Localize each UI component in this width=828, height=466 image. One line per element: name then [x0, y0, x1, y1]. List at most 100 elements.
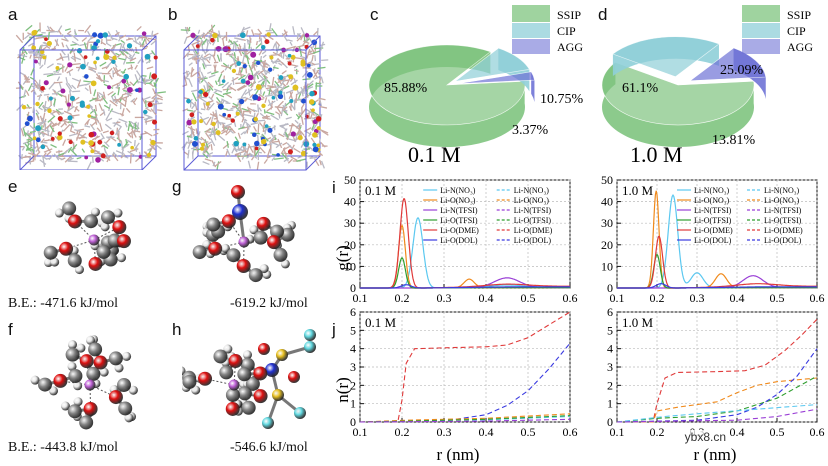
ion-atom [112, 55, 117, 60]
panel-letter-f: f [8, 320, 13, 339]
ion-atom [312, 142, 317, 147]
solvent-molecule [242, 111, 245, 117]
solvent-molecule [272, 66, 279, 70]
ion-atom [150, 139, 156, 146]
solvent-molecule [275, 142, 283, 149]
solvent-molecule [195, 58, 198, 65]
oxygen-atom [59, 241, 74, 256]
solvent-molecule [262, 67, 267, 75]
solvent-molecule [136, 25, 142, 32]
solvent-molecule [53, 81, 63, 84]
solvent-molecule [107, 67, 113, 74]
pie-slice-ssip [368, 44, 526, 126]
ion-atom [287, 53, 292, 58]
solvent-molecule [263, 127, 270, 133]
solvent-molecule [258, 122, 264, 128]
solvent-molecule [226, 88, 229, 93]
solvent-molecule [143, 113, 153, 119]
y-tick-label: 4 [350, 342, 356, 356]
solvent-molecule [208, 53, 214, 57]
pie-label-agg: 13.81% [712, 133, 756, 148]
solvent-molecule [272, 43, 276, 49]
solvent-molecule [201, 38, 208, 46]
solvent-molecule [88, 85, 92, 95]
solvent-molecule [103, 141, 110, 148]
solvent-molecule [312, 68, 318, 79]
solvent-molecule [240, 108, 244, 118]
ion-atom [316, 126, 321, 131]
ion-atom [95, 157, 101, 163]
solvent-molecule [72, 48, 77, 53]
ion-atom [60, 88, 66, 94]
solvent-molecule [243, 129, 248, 135]
solvent-molecule [191, 40, 201, 46]
solvent-molecule [240, 67, 244, 73]
solvent-molecule [265, 86, 275, 90]
x-tick-label: 0.4 [730, 291, 745, 305]
cn-series-li-otfsi [616, 375, 818, 423]
solvent-molecule [22, 76, 30, 85]
solvent-molecule [21, 146, 26, 151]
sulfur-atom [276, 349, 288, 361]
solvent-molecule [257, 69, 265, 76]
solvent-molecule [198, 54, 204, 63]
cn-series-li-ntfsi [359, 418, 571, 423]
box-edge [141, 35, 157, 51]
solvent-molecule [311, 62, 316, 66]
solvent-molecule [215, 92, 225, 98]
ion-atom [79, 100, 85, 106]
solvent-molecule [294, 119, 299, 124]
solvent-molecule [67, 53, 70, 61]
solvent-molecule [151, 50, 156, 56]
solvent-molecule [264, 33, 274, 41]
solvent-molecule [270, 114, 279, 121]
solvent-molecule [232, 77, 235, 85]
solvent-molecule [88, 103, 94, 109]
molecule-li-solvent [30, 334, 138, 430]
solvent-molecule [193, 50, 198, 57]
solvent-molecule [98, 103, 104, 112]
solvent-molecule [41, 128, 50, 133]
x-tick-label: 0.5 [770, 425, 785, 439]
solvent-molecule [107, 90, 114, 96]
solvent-molecule [131, 100, 136, 106]
solvent-molecule [43, 148, 53, 153]
solvent-molecule [318, 98, 323, 107]
ion-atom [255, 84, 262, 91]
hydrogen-atom [223, 344, 233, 354]
y-tick-label: 30 [344, 216, 356, 230]
hydrogen-atom [73, 397, 83, 407]
solvent-molecule [81, 148, 86, 153]
solvent-molecule [94, 114, 98, 121]
ion-atom [107, 85, 112, 90]
ion-atom [40, 85, 45, 91]
solvent-molecule [300, 27, 306, 36]
solvent-molecule [280, 107, 284, 117]
solvent-molecule [78, 52, 86, 61]
legend-swatch-ssip [742, 5, 780, 22]
solvent-molecule [200, 71, 205, 80]
solvent-molecule [73, 36, 79, 42]
solvent-molecule [208, 132, 216, 137]
solvent-molecule [132, 39, 142, 47]
solvent-molecule [81, 36, 88, 42]
solvent-molecule [205, 116, 212, 126]
ion-atom [290, 131, 296, 137]
solvent-molecule [131, 128, 137, 138]
box-edge [19, 155, 35, 170]
ion-atom [271, 95, 276, 100]
solvent-molecule [120, 71, 126, 74]
solvent-molecule [51, 122, 58, 127]
cn-series-li-ono3 [359, 413, 571, 423]
solvent-molecule [30, 88, 35, 93]
ion-atom [86, 104, 91, 109]
solvent-molecule [143, 96, 151, 100]
solvent-molecule [57, 120, 61, 126]
ion-atom [287, 61, 292, 66]
solvent-molecule [57, 25, 63, 33]
solvent-molecule [320, 41, 325, 51]
solvent-molecule [68, 71, 72, 76]
solvent-molecule [226, 82, 233, 89]
ion-atom [308, 99, 315, 105]
